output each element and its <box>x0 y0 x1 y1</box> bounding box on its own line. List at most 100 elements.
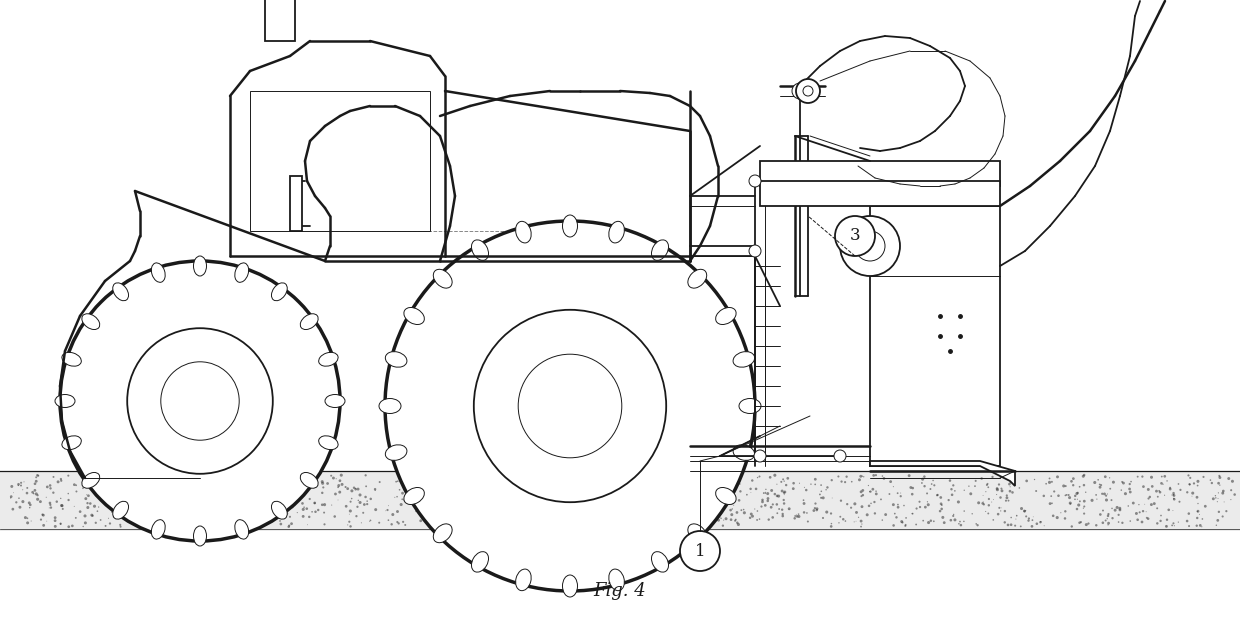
Point <box>120 478 140 488</box>
Point <box>866 470 885 480</box>
Point <box>552 493 572 503</box>
Point <box>562 482 582 492</box>
Point <box>1161 483 1180 493</box>
Point <box>977 480 997 490</box>
Point <box>817 507 837 517</box>
Point <box>1177 516 1197 526</box>
Point <box>184 482 203 492</box>
Point <box>750 514 770 524</box>
Point <box>1118 501 1138 511</box>
Point <box>294 505 314 515</box>
Point <box>1092 489 1112 499</box>
Point <box>222 490 242 500</box>
Point <box>166 514 186 524</box>
Point <box>603 511 622 521</box>
Point <box>164 477 184 487</box>
Point <box>149 475 169 485</box>
Point <box>1133 506 1153 516</box>
Point <box>1145 498 1164 508</box>
Point <box>436 515 456 525</box>
Point <box>76 518 95 528</box>
Point <box>67 486 87 496</box>
Point <box>944 480 963 490</box>
Point <box>346 483 366 493</box>
Point <box>1163 490 1183 500</box>
Point <box>511 480 531 490</box>
Point <box>29 471 48 481</box>
Point <box>887 512 906 522</box>
Point <box>479 473 498 483</box>
Point <box>1027 519 1047 529</box>
Point <box>154 500 174 510</box>
Point <box>789 509 808 519</box>
Point <box>321 500 341 510</box>
Ellipse shape <box>193 256 207 276</box>
Point <box>614 495 634 505</box>
Polygon shape <box>870 461 1016 486</box>
Point <box>212 471 232 481</box>
Point <box>1065 495 1085 505</box>
Point <box>218 495 238 505</box>
Point <box>662 518 682 528</box>
Point <box>897 513 916 523</box>
Circle shape <box>161 362 239 440</box>
Point <box>1083 495 1102 505</box>
Point <box>807 505 827 515</box>
Point <box>268 485 288 495</box>
Point <box>33 510 53 520</box>
Point <box>64 501 84 511</box>
Point <box>249 488 269 498</box>
Point <box>166 513 186 523</box>
Point <box>1074 508 1094 518</box>
Point <box>1090 510 1110 520</box>
Point <box>982 497 1002 507</box>
Point <box>283 502 303 512</box>
Point <box>330 487 350 497</box>
Point <box>290 475 310 485</box>
Circle shape <box>749 175 761 187</box>
Circle shape <box>384 221 755 591</box>
Point <box>102 480 122 490</box>
Point <box>990 503 1009 513</box>
Point <box>851 487 870 497</box>
Point <box>1066 488 1086 498</box>
Ellipse shape <box>300 314 319 329</box>
Circle shape <box>792 83 808 99</box>
Ellipse shape <box>688 524 707 543</box>
Point <box>9 493 29 503</box>
Point <box>627 498 647 508</box>
Point <box>253 513 273 523</box>
Point <box>453 515 472 525</box>
Point <box>991 506 1011 516</box>
Point <box>634 515 653 525</box>
Point <box>1092 518 1112 528</box>
Point <box>1188 506 1208 516</box>
Point <box>502 503 522 513</box>
Point <box>218 522 238 532</box>
Point <box>58 521 78 531</box>
Ellipse shape <box>609 569 625 591</box>
Point <box>203 520 223 530</box>
Point <box>743 476 763 486</box>
Point <box>508 499 528 509</box>
Point <box>903 483 923 493</box>
Point <box>821 508 841 518</box>
Point <box>337 484 357 494</box>
Point <box>1180 473 1200 483</box>
Circle shape <box>518 354 621 458</box>
Point <box>552 488 572 498</box>
Point <box>88 489 108 499</box>
Point <box>155 501 175 511</box>
Point <box>41 483 61 493</box>
Point <box>1148 491 1168 501</box>
Point <box>939 495 959 505</box>
Point <box>98 513 118 523</box>
Point <box>265 486 285 496</box>
Point <box>454 483 474 493</box>
Point <box>485 496 505 506</box>
Point <box>751 501 771 511</box>
Point <box>506 496 526 506</box>
Point <box>884 520 904 530</box>
Point <box>883 500 903 510</box>
Point <box>890 491 910 501</box>
